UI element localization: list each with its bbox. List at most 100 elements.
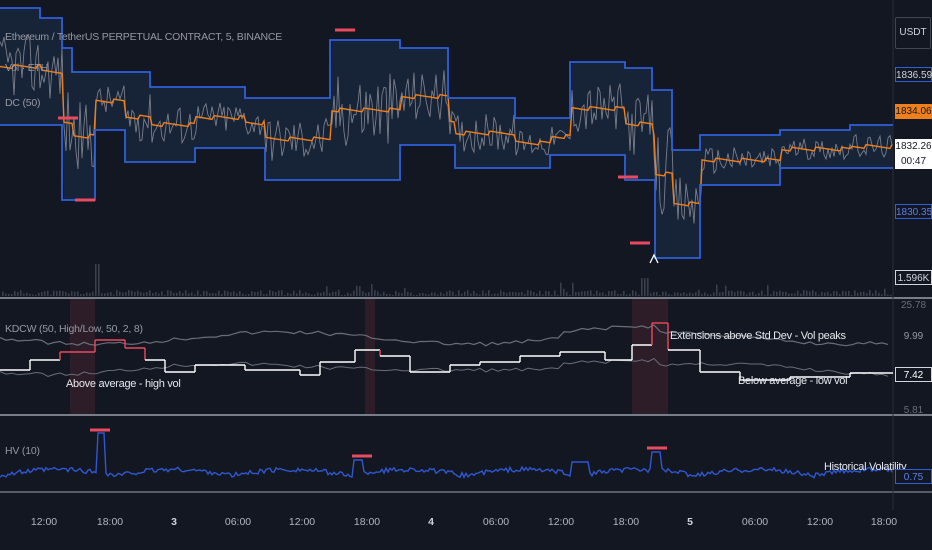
- volume-bar: [338, 289, 340, 296]
- donchian-lower-line: [0, 124, 893, 259]
- volume-bar: [395, 291, 397, 296]
- volume-bar: [362, 291, 364, 296]
- volume-bar: [569, 294, 571, 296]
- volume-bar: [80, 293, 82, 296]
- volume-bar: [485, 293, 487, 296]
- volume-bar: [524, 293, 526, 296]
- volume-bar: [209, 292, 211, 296]
- volume-bar: [380, 294, 382, 296]
- volume-bar: [224, 290, 226, 296]
- volume-bar: [239, 291, 241, 296]
- volume-bar: [38, 292, 40, 296]
- volume-bar: [578, 291, 580, 296]
- volume-bar: [95, 264, 97, 296]
- volume-bar: [881, 294, 883, 296]
- volume-bar: [287, 292, 289, 296]
- volume-bar: [809, 291, 811, 296]
- volume-bar: [398, 292, 400, 296]
- volume-bar: [839, 293, 841, 296]
- volume-bar: [89, 292, 91, 296]
- volume-bar: [782, 291, 784, 296]
- volume-bar: [59, 290, 61, 296]
- volume-bar: [281, 290, 283, 296]
- volume-bar: [14, 290, 16, 296]
- volume-bar: [104, 293, 106, 296]
- volume-bar: [770, 294, 772, 296]
- volume-bar: [122, 292, 124, 296]
- volume-bar: [725, 285, 727, 296]
- time-axis-tick: 18:00: [612, 516, 640, 528]
- volume-bar: [875, 290, 877, 296]
- time-axis-tick: 4: [428, 516, 434, 528]
- volume-bar: [185, 290, 187, 296]
- symbol-legend[interactable]: Ethereum / TetherUS PERPETUAL CONTRACT, …: [5, 31, 283, 43]
- volume-bar: [446, 291, 448, 296]
- volume-bar: [173, 292, 175, 296]
- volume-bar: [413, 294, 415, 296]
- volume-bar: [614, 290, 616, 296]
- volume-bar: [560, 282, 562, 296]
- volume-bar: [110, 292, 112, 296]
- volume-bar: [407, 291, 409, 296]
- axis-label-kdcw-lower: 5.81: [903, 405, 924, 416]
- volume-bar: [431, 292, 433, 296]
- volume-bar: [290, 293, 292, 296]
- volume-bar: [317, 292, 319, 296]
- volume-bar: [272, 291, 274, 296]
- volume-bar: [470, 293, 472, 296]
- volume-bar: [236, 293, 238, 296]
- axis-label-donchian-lower: 1830.35: [895, 204, 932, 219]
- volume-bar: [572, 282, 574, 296]
- volume-bar: [734, 292, 736, 296]
- volume-bar: [788, 293, 790, 296]
- volume-bar: [116, 290, 118, 296]
- volume-bar: [506, 293, 508, 296]
- volume-bar: [212, 293, 214, 296]
- volume-legend[interactable]: Vol · ETH: [5, 62, 49, 74]
- volume-bar: [140, 292, 142, 296]
- volume-bar: [365, 292, 367, 296]
- volume-bar: [716, 284, 718, 296]
- volume-bar: [35, 294, 37, 296]
- extreme-marker: [75, 198, 95, 202]
- volume-bar: [545, 290, 547, 296]
- axis-label-donchian-upper: 1836.59: [895, 67, 932, 82]
- volume-bar: [302, 293, 304, 296]
- volume-bar: [248, 294, 250, 296]
- volume-bar: [503, 291, 505, 296]
- currency-unit-label[interactable]: USDT: [895, 17, 931, 49]
- volume-bar: [623, 291, 625, 296]
- volume-bar: [800, 293, 802, 296]
- volume-bar: [683, 292, 685, 296]
- donchian-legend[interactable]: DC (50): [5, 97, 41, 109]
- volume-bar: [161, 291, 163, 296]
- volume-bar: [491, 294, 493, 296]
- axis-label-hv-value: 0.75: [895, 469, 932, 484]
- volume-bar: [497, 293, 499, 296]
- volume-bar: [824, 292, 826, 296]
- axis-label-last-price: 1832.26: [895, 139, 932, 154]
- volume-bar: [440, 292, 442, 296]
- volume-bar: [230, 292, 232, 296]
- kdcw-legend[interactable]: KDCW (50, High/Low, 50, 2, 8): [5, 323, 143, 335]
- volume-bar: [638, 294, 640, 296]
- hv-peak-marker: [352, 454, 372, 458]
- volume-bar: [752, 291, 754, 296]
- volume-bar: [806, 290, 808, 296]
- hv-legend[interactable]: HV (10): [5, 445, 40, 457]
- volume-bar: [533, 291, 535, 296]
- volume-bar: [428, 294, 430, 296]
- volume-bar: [401, 293, 403, 296]
- volume-bar: [656, 291, 658, 296]
- volume-bar: [86, 292, 88, 296]
- volume-bar: [833, 291, 835, 296]
- volume-bar: [143, 292, 145, 296]
- volume-bar: [44, 291, 46, 296]
- time-axis-tick: 06:00: [741, 516, 769, 528]
- volume-bar: [575, 292, 577, 296]
- volume-bar: [188, 293, 190, 296]
- volume-bar: [404, 287, 406, 296]
- volume-bar: [17, 291, 19, 296]
- high-vol-zone: [632, 299, 668, 414]
